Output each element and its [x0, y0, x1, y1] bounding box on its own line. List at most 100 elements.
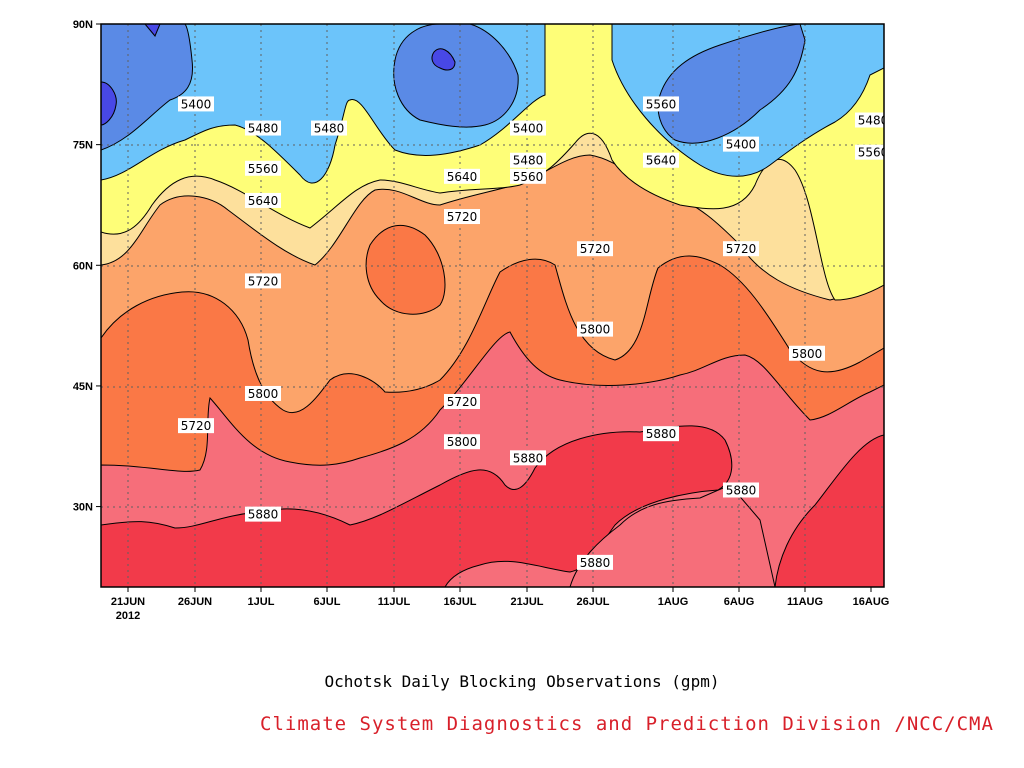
contour-label-bg	[245, 273, 281, 289]
contour-label-bg	[510, 450, 546, 466]
contour-label-bg	[245, 385, 281, 401]
contour-label-text: 5800	[447, 435, 478, 449]
x-year-label: 2012	[116, 610, 140, 622]
contour-label: 5880	[577, 554, 613, 570]
contour-label: 5880	[723, 482, 759, 498]
contour-label-bg	[510, 120, 546, 136]
contour-label-bg	[789, 345, 825, 361]
contour-labels: 5400 5480 5480 5560 5640 5720 5800 5720 5880 5400…	[178, 96, 889, 570]
contour-label-bg	[245, 160, 281, 176]
contour-label: 5800	[789, 345, 825, 361]
contour-label-text: 5880	[726, 483, 757, 497]
contour-label: 5480	[245, 120, 281, 136]
y-tick-label: 45N	[73, 381, 93, 393]
contour-label-bg	[855, 112, 884, 128]
y-tick-label: 30N	[73, 502, 93, 514]
contour-label-bg	[245, 192, 281, 208]
contour-label-text: 5400	[181, 97, 212, 111]
contour-label-text: 5480	[858, 114, 889, 128]
contour-label: 5800	[577, 321, 613, 337]
y-tick-label: 90N	[73, 19, 93, 31]
contour-label-text: 5720	[726, 242, 757, 256]
contour-label-text: 5480	[314, 122, 345, 136]
band-deep-minimum	[101, 24, 456, 126]
contour-label: 5640	[444, 168, 480, 184]
contour-label-text: 5560	[646, 97, 677, 111]
contour-label-bg	[643, 152, 679, 168]
contour-label-bg	[723, 241, 759, 257]
contour-label-bg	[577, 241, 613, 257]
contour-label-bg	[178, 418, 214, 434]
contour-label-bg	[855, 144, 884, 160]
contour-label-bg	[311, 120, 347, 136]
x-tick-label: 6AUG	[724, 596, 755, 608]
contour-label: 5720	[245, 273, 281, 289]
contour-label-text: 5400	[726, 138, 757, 152]
contour-label-bg	[444, 434, 480, 450]
contour-label-bg	[510, 168, 546, 184]
plot-frame	[100, 23, 885, 588]
contour-label: 5800	[245, 385, 281, 401]
x-tick-label: 11JUL	[378, 596, 411, 608]
x-tick-label: 1AUG	[658, 596, 689, 608]
contour-label: 5560	[510, 168, 546, 184]
contour-label: 5560	[245, 160, 281, 176]
contour-label: 5720	[723, 241, 759, 257]
contour-label: 5880	[643, 426, 679, 442]
grid	[101, 24, 884, 587]
contour-label: 5400	[178, 96, 214, 112]
contour-label-text: 5880	[248, 508, 279, 522]
contour-label: 5880	[510, 450, 546, 466]
contour-label-text: 5640	[646, 154, 677, 168]
contour-label: 5480	[510, 152, 546, 168]
contour-label: 5400	[510, 120, 546, 136]
contour-label-text: 5720	[181, 419, 212, 433]
x-tick-label: 11AUG	[787, 596, 823, 608]
contour-label-text: 5720	[580, 242, 611, 256]
contour-label-text: 5880	[513, 451, 544, 465]
contour-label-bg	[444, 168, 480, 184]
contour-label: 5720	[444, 394, 480, 410]
x-tick-label: 26JUN	[178, 596, 212, 608]
contour-label-text: 5560	[513, 170, 544, 184]
x-tick-label: 6JUL	[314, 596, 341, 608]
contour-label: 5480	[855, 112, 889, 128]
x-axis: 21JUN 26JUN 1JUL 6JUL 11JUL 16JUL 21JUL 26JUL 1A…	[111, 587, 889, 622]
band-5720-5800-island	[365, 224, 446, 315]
contour-label-text: 5880	[646, 427, 677, 441]
y-axis: 30N 45N 60N 75N 90N	[73, 19, 101, 514]
x-tick-label: 21JUN	[111, 596, 145, 608]
contour-label: 5720	[577, 241, 613, 257]
contour-label-bg	[643, 426, 679, 442]
contour-label: 5560	[855, 144, 889, 160]
plot-area: 5400 5480 5480 5560 5640 5720 5800 5720 5880 5400…	[101, 24, 889, 587]
contour-label-text: 5560	[248, 162, 279, 176]
contour-label: 5560	[643, 96, 679, 112]
contour-label-bg	[444, 394, 480, 410]
contour-label: 5400	[723, 136, 759, 152]
contour-label: 5720	[444, 209, 480, 225]
contour-label: 5640	[245, 192, 281, 208]
x-tick-label: 16JUL	[443, 596, 476, 608]
contour-label-text: 5800	[248, 387, 279, 401]
contour-label-text: 5480	[248, 122, 279, 136]
contour-label-bg	[444, 209, 480, 225]
contour-label-text: 5640	[248, 194, 279, 208]
contour-label-bg	[723, 136, 759, 152]
contour-label-text: 5800	[792, 347, 823, 361]
contour-label-text: 5720	[447, 395, 478, 409]
contour-label-text: 5400	[513, 122, 544, 136]
contour-label-text: 5720	[248, 274, 279, 288]
contour-label-bg	[510, 152, 546, 168]
contour-label: 5880	[245, 506, 281, 522]
contour-label-text: 5480	[513, 154, 544, 168]
credit-text: Climate System Diagnostics and Predictio…	[260, 713, 994, 735]
contour-label-text: 5560	[858, 146, 889, 160]
x-tick-label: 21JUL	[510, 596, 543, 608]
contour-label-bg	[723, 482, 759, 498]
x-tick-label: 1JUL	[248, 596, 275, 608]
contour-label-text: 5720	[447, 210, 478, 224]
chart-caption: Ochotsk Daily Blocking Observations (gpm…	[324, 672, 720, 691]
y-tick-label: 75N	[73, 140, 93, 152]
